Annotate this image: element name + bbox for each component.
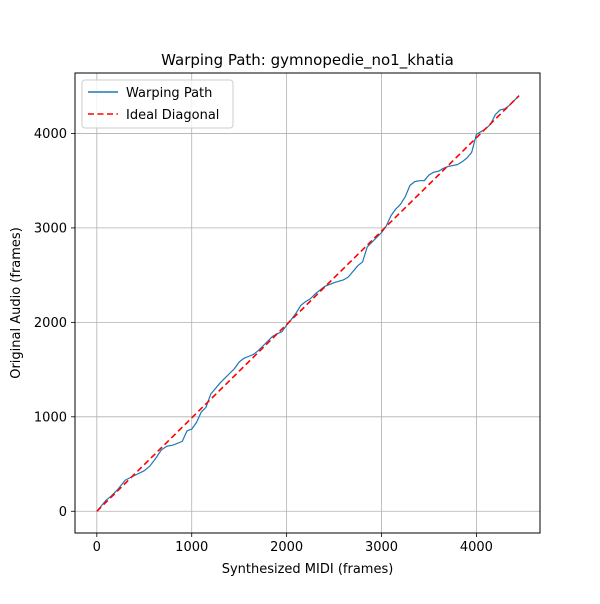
legend-box	[81, 79, 234, 129]
y-axis-label: Original Audio (frames)	[9, 227, 24, 379]
warping-path-line	[96, 95, 520, 512]
series-layer	[96, 95, 520, 512]
y-tick-label: 0	[59, 505, 67, 520]
legend: Warping Path Ideal Diagonal	[81, 79, 234, 129]
legend-label-warping-path: Warping Path	[126, 86, 212, 101]
tick-layer: 0 1000 2000 3000 4000 0 1000 2000 3000 4000	[34, 127, 493, 555]
y-tick-label: 2000	[34, 316, 67, 331]
x-tick-label: 1000	[175, 540, 208, 555]
axes-frame	[74, 72, 541, 534]
chart-title: Warping Path: gymnopedie_no1_khatia	[161, 51, 454, 70]
legend-label-ideal-diagonal: Ideal Diagonal	[126, 108, 219, 123]
x-axis-label: Synthesized MIDI (frames)	[222, 562, 394, 577]
y-tick-label: 1000	[34, 410, 67, 425]
ideal-diagonal-line	[96, 95, 520, 512]
x-tick-label: 3000	[365, 540, 398, 555]
x-tick-label: 2000	[270, 540, 303, 555]
x-tick-label: 0	[93, 540, 101, 555]
y-tick-label: 4000	[34, 127, 67, 142]
x-tick-label: 4000	[460, 540, 493, 555]
y-tick-label: 3000	[34, 221, 67, 236]
grid-lines	[75, 73, 540, 533]
